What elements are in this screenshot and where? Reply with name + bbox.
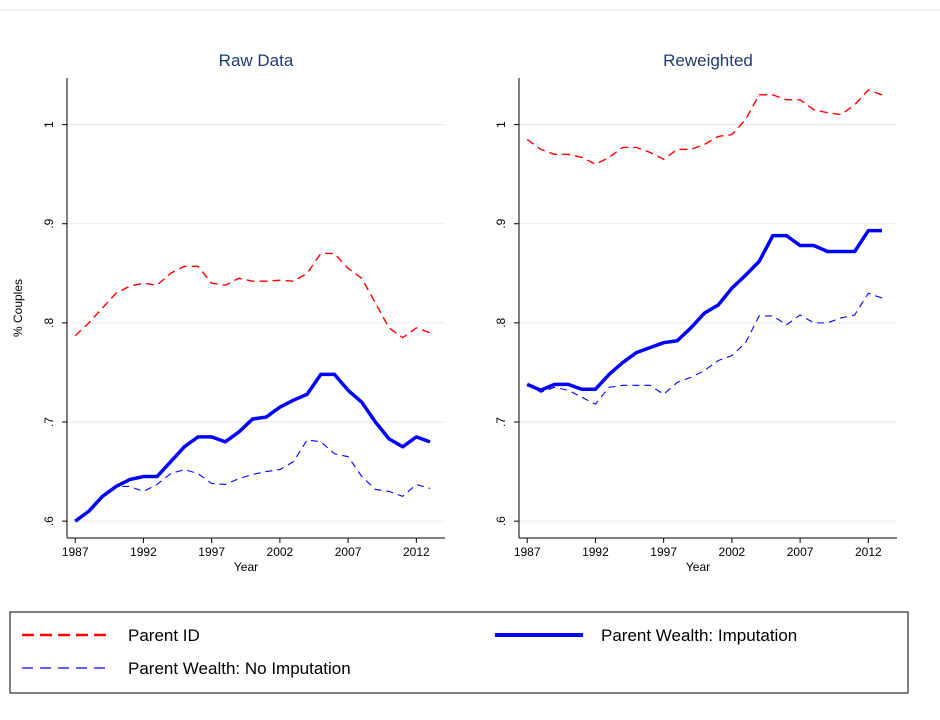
x-tick-label: 1997 (650, 545, 677, 559)
y-axis-title: % Couples (11, 279, 25, 337)
x-tick-label: 1987 (514, 545, 541, 559)
panel-title: Raw Data (219, 51, 294, 70)
x-axis-title: Year (686, 560, 710, 574)
data-line (74, 372, 431, 523)
x-tick-label: 2007 (335, 545, 362, 559)
legend-box (9, 611, 909, 694)
x-tick-label: 2002 (267, 545, 294, 559)
data-line (74, 439, 431, 522)
data-line (526, 292, 883, 405)
y-tick-label: .6 (42, 516, 56, 526)
y-tick-label: .9 (494, 218, 508, 228)
y-tick-label: .7 (42, 417, 56, 427)
y-tick-label: .7 (494, 417, 508, 427)
y-tick-label: .9 (42, 218, 56, 228)
y-tick-label: .6 (494, 516, 508, 526)
legend-label: Parent Wealth: No Imputation (128, 659, 351, 678)
y-tick-label: .8 (494, 318, 508, 328)
data-line (526, 89, 883, 165)
y-tick-label: 1 (42, 121, 56, 128)
x-tick-label: 2012 (403, 545, 430, 559)
data-line (526, 228, 882, 393)
x-tick-label: 1992 (130, 545, 157, 559)
x-tick-label: 2002 (719, 545, 746, 559)
x-tick-label: 1992 (582, 545, 609, 559)
legend-label: Parent Wealth: Imputation (601, 626, 797, 645)
legend-label: Parent ID (128, 626, 200, 645)
x-tick-label: 1997 (198, 545, 225, 559)
x-tick-label: 1987 (62, 545, 89, 559)
x-tick-label: 2007 (787, 545, 814, 559)
panel-title: Reweighted (663, 51, 753, 70)
y-tick-label: .8 (42, 318, 56, 328)
x-tick-label: 2012 (855, 545, 882, 559)
y-tick-label: 1 (494, 121, 508, 128)
x-axis-title: Year (234, 560, 258, 574)
data-line (74, 252, 431, 339)
